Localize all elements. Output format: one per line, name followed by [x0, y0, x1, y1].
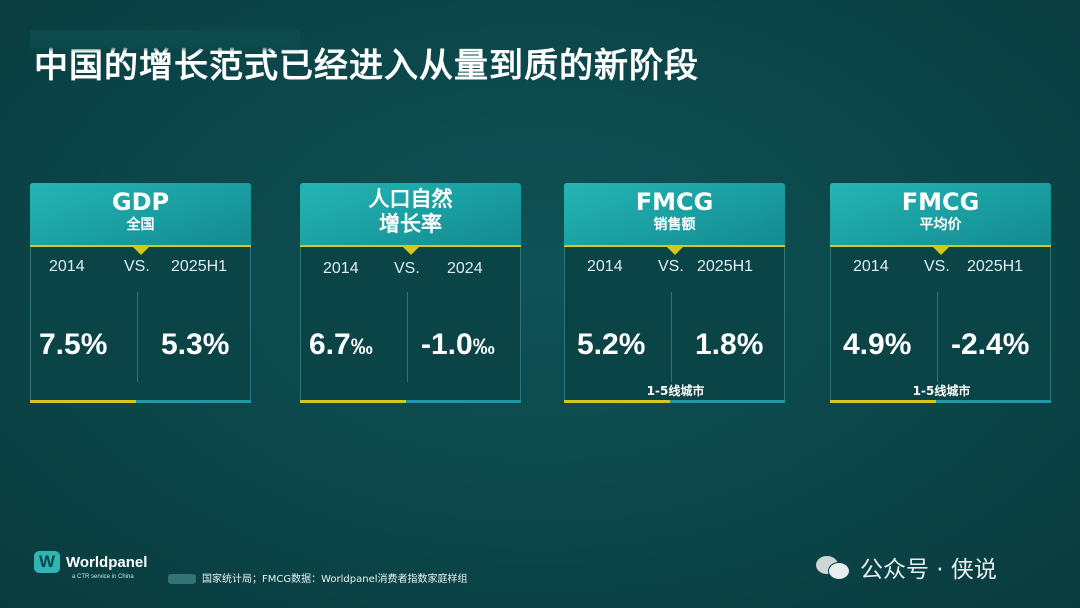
source-text: 国家统计局；FMCG数据：Worldpanel消费者指数家庭样组: [202, 574, 468, 585]
stat-card-fmcg-price: FMCG 平均价 2014 VS. 2025H1 4.9% -2.4% 1-5线…: [830, 183, 1051, 403]
logo-name: Worldpanel: [66, 553, 148, 571]
bar-highlight: [830, 400, 936, 403]
card-header: FMCG 平均价: [830, 183, 1051, 247]
right-period: 2025H1: [171, 258, 228, 275]
vs-label: VS.: [124, 258, 150, 275]
blurred-label: [168, 574, 196, 584]
card-bottom-bar: [564, 400, 785, 403]
card-header: GDP 全国: [30, 183, 251, 247]
wechat-icon: [816, 554, 850, 580]
right-unit: ‰: [472, 334, 495, 359]
right-value: -1.0‰: [421, 328, 495, 362]
page-title: 中国的增长范式已经进入从量到质的新阶段: [34, 46, 699, 86]
right-value: -2.4%: [951, 328, 1030, 361]
watermark-text: 公众号 · 侠说: [860, 557, 997, 583]
divider: [137, 292, 138, 382]
left-value: 5.2%: [577, 328, 646, 361]
card-title: GDP: [111, 188, 170, 216]
bar-highlight: [30, 400, 136, 403]
logo-tagline: a CTR service in China: [72, 574, 134, 580]
right-period: 2024: [447, 260, 483, 277]
footnote: 1-5线城市: [646, 384, 705, 398]
card-bottom-bar: [830, 400, 1051, 403]
triangle-pointer-icon: [131, 245, 151, 255]
card-title: 人口自然: [368, 187, 453, 211]
card-subtitle: 销售额: [653, 217, 696, 233]
card-header: 人口自然 增长率: [300, 183, 521, 247]
stat-card-gdp: GDP 全国 2014 VS. 2025H1 7.5% 5.3%: [30, 183, 251, 403]
left-period: 2014: [587, 258, 623, 275]
card-bottom-bar: [300, 400, 521, 403]
left-value: 4.9%: [843, 328, 912, 361]
card-subtitle: 平均价: [919, 217, 962, 233]
card-subtitle: 全国: [126, 217, 155, 233]
vs-label: VS.: [394, 260, 420, 277]
bar-highlight: [564, 400, 670, 403]
stat-card-population: 人口自然 增长率 2014 VS. 2024 6.7‰ -1.0‰: [300, 183, 521, 403]
left-period: 2014: [323, 260, 359, 277]
card-bottom-bar: [30, 400, 251, 403]
triangle-pointer-icon: [931, 245, 951, 255]
right-value: 5.3%: [161, 328, 230, 361]
source-note: 国家统计局；FMCG数据：Worldpanel消费者指数家庭样组: [168, 570, 468, 585]
vs-label: VS.: [658, 258, 684, 275]
left-number: 6.7: [309, 328, 351, 361]
divider: [937, 292, 938, 382]
divider: [671, 292, 672, 382]
card-subtitle: 增长率: [379, 212, 442, 236]
right-number: -1.0: [421, 328, 473, 361]
left-period: 2014: [49, 258, 85, 275]
wechat-watermark: 公众号 · 侠说: [816, 550, 997, 584]
divider: [407, 292, 408, 382]
logo-mark-icon: W: [34, 551, 60, 573]
worldpanel-logo: W Worldpanel: [34, 551, 147, 573]
triangle-pointer-icon: [665, 245, 685, 255]
card-title: FMCG: [635, 188, 714, 216]
triangle-pointer-icon: [401, 245, 421, 255]
right-value: 1.8%: [695, 328, 764, 361]
right-period: 2025H1: [697, 258, 754, 275]
vs-label: VS.: [924, 258, 950, 275]
left-value: 6.7‰: [309, 328, 373, 362]
left-period: 2014: [853, 258, 889, 275]
bar-highlight: [300, 400, 406, 403]
footnote: 1-5线城市: [912, 384, 971, 398]
right-period: 2025H1: [967, 258, 1024, 275]
left-value: 7.5%: [39, 328, 108, 361]
title-fade: [30, 30, 300, 52]
stat-card-fmcg-sales: FMCG 销售额 2014 VS. 2025H1 5.2% 1.8% 1-5线城…: [564, 183, 785, 403]
card-title: FMCG: [901, 188, 980, 216]
card-header: FMCG 销售额: [564, 183, 785, 247]
left-unit: ‰: [350, 334, 373, 359]
